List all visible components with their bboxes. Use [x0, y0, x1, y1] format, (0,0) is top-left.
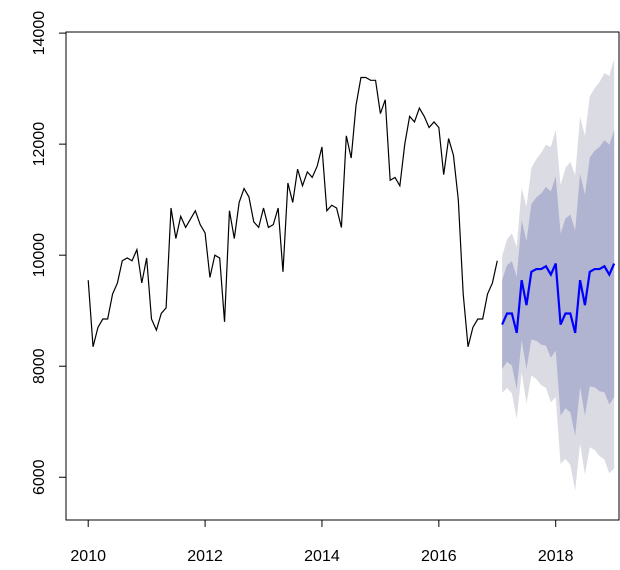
x-tick-label: 2018 [538, 548, 574, 565]
x-tick-label: 2012 [187, 548, 223, 565]
y-tick-label: 14000 [31, 11, 48, 56]
y-tick-label: 6000 [31, 459, 48, 495]
y-tick-label: 10000 [31, 233, 48, 278]
series-line [87, 76, 498, 347]
series-line [501, 263, 616, 334]
plot-frame [65, 31, 620, 521]
y-tick-label: 8000 [31, 348, 48, 384]
plot-area [87, 58, 616, 491]
x-tick-label: 2010 [70, 548, 106, 565]
y-tick-label: 12000 [31, 122, 48, 167]
x-tick-label: 2016 [421, 548, 457, 565]
x-tick-label: 2014 [304, 548, 340, 565]
